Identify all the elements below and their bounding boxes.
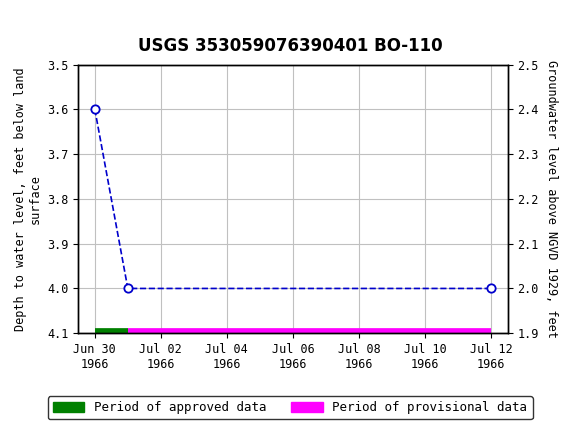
Text: USGS: USGS xyxy=(6,12,70,33)
Legend: Period of approved data, Period of provisional data: Period of approved data, Period of provi… xyxy=(48,396,532,419)
Text: USGS: USGS xyxy=(45,13,105,32)
Y-axis label: Groundwater level above NGVD 1929, feet: Groundwater level above NGVD 1929, feet xyxy=(545,60,558,338)
Bar xyxy=(1,3,41,42)
Y-axis label: Depth to water level, feet below land
surface: Depth to water level, feet below land su… xyxy=(14,67,42,331)
Text: USGS 353059076390401 BO-110: USGS 353059076390401 BO-110 xyxy=(137,37,443,55)
